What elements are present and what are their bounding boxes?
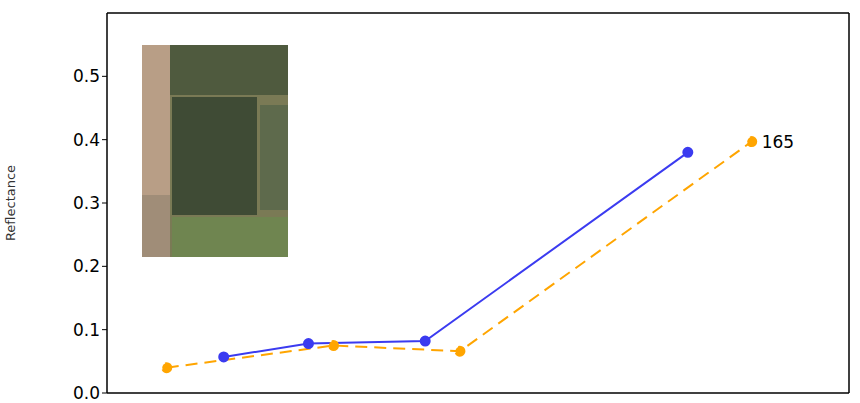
- svg-text:Reflectance: Reflectance: [3, 165, 18, 241]
- svg-text:0.4: 0.4: [73, 130, 100, 150]
- svg-text:0.5: 0.5: [73, 66, 100, 86]
- svg-text:0.0: 0.0: [73, 383, 100, 403]
- svg-text:165: 165: [762, 132, 794, 152]
- svg-text:0.2: 0.2: [73, 256, 100, 276]
- svg-text:0.3: 0.3: [73, 193, 100, 213]
- svg-text:0.1: 0.1: [73, 320, 100, 340]
